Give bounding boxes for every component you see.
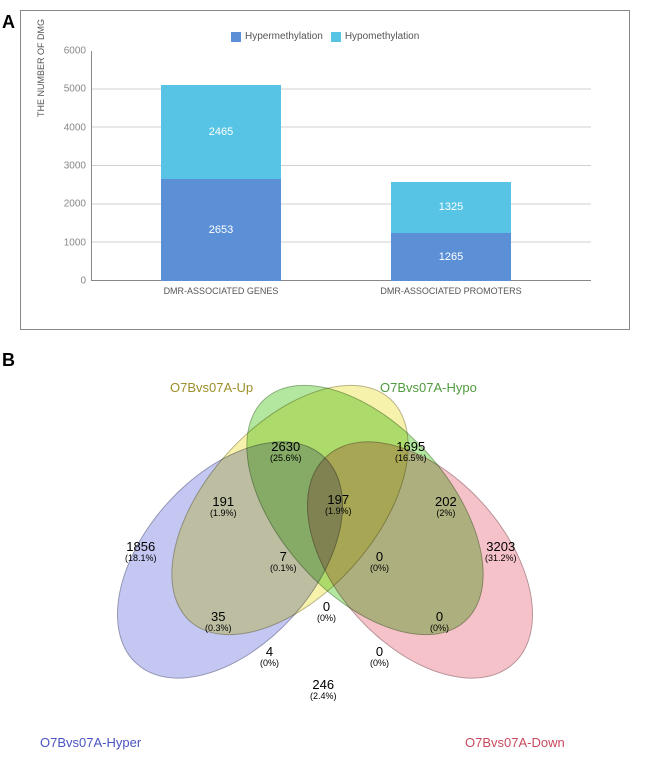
venn-region: 2630(25.6%)	[270, 440, 302, 464]
venn-region: 246(2.4%)	[310, 678, 337, 702]
venn-set-label-down: O7Bvs07A-Down	[465, 735, 565, 750]
venn-set-label-up: O7Bvs07A-Up	[170, 380, 253, 395]
venn-region: 0(0%)	[370, 550, 389, 574]
ytick: 5000	[64, 84, 86, 95]
legend: Hypermethylation Hypomethylation	[231, 31, 419, 42]
panel-a-label: A	[2, 12, 15, 33]
venn-region: 0(0%)	[430, 610, 449, 634]
x-category: DMR-ASSOCIATED PROMOTERS	[351, 286, 551, 296]
bar-hyper: 1265	[391, 233, 511, 282]
venn-region: 0(0%)	[370, 645, 389, 669]
venn-diagram: O7Bvs07A-Up O7Bvs07A-Hypo O7Bvs07A-Hyper…	[55, 385, 595, 755]
x-category: DMR-ASSOCIATED GENES	[121, 286, 321, 296]
ytick: 6000	[64, 46, 86, 57]
bar-hypo: 1325	[391, 182, 511, 233]
legend-swatch-hypo	[331, 32, 341, 42]
chart-area: THE NUMBER OF DMG 0 1000 2000 3000 4000 …	[91, 51, 591, 281]
bar-hyper: 2653	[161, 179, 281, 281]
venn-region: 191(1.9%)	[210, 495, 237, 519]
ytick: 2000	[64, 199, 86, 210]
legend-label-hyper: Hypermethylation	[245, 31, 323, 42]
venn-region: 0(0%)	[317, 600, 336, 624]
venn-set-label-hypo: O7Bvs07A-Hypo	[380, 380, 477, 395]
venn-region: 197(1.9%)	[325, 493, 352, 517]
ytick: 1000	[64, 237, 86, 248]
y-axis-label: THE NUMBER OF DMG	[36, 19, 46, 117]
venn-region: 3203(31.2%)	[485, 540, 517, 564]
legend-swatch-hyper	[231, 32, 241, 42]
legend-label-hypo: Hypomethylation	[345, 31, 419, 42]
venn-region: 1856(18.1%)	[125, 540, 157, 564]
venn-region: 7(0.1%)	[270, 550, 297, 574]
venn-region: 1695(16.5%)	[395, 440, 427, 464]
venn-region: 202(2%)	[435, 495, 457, 519]
panel-b-venn: O7Bvs07A-Up O7Bvs07A-Hypo O7Bvs07A-Hyper…	[0, 340, 650, 760]
ytick: 3000	[64, 161, 86, 172]
ytick: 0	[80, 276, 86, 287]
panel-a-chart: Hypermethylation Hypomethylation THE NUM…	[20, 10, 630, 330]
bar-hypo: 2465	[161, 85, 281, 180]
venn-region: 4(0%)	[260, 645, 279, 669]
ytick: 4000	[64, 122, 86, 133]
venn-region: 35(0.3%)	[205, 610, 232, 634]
venn-set-label-hyper: O7Bvs07A-Hyper	[40, 735, 141, 750]
